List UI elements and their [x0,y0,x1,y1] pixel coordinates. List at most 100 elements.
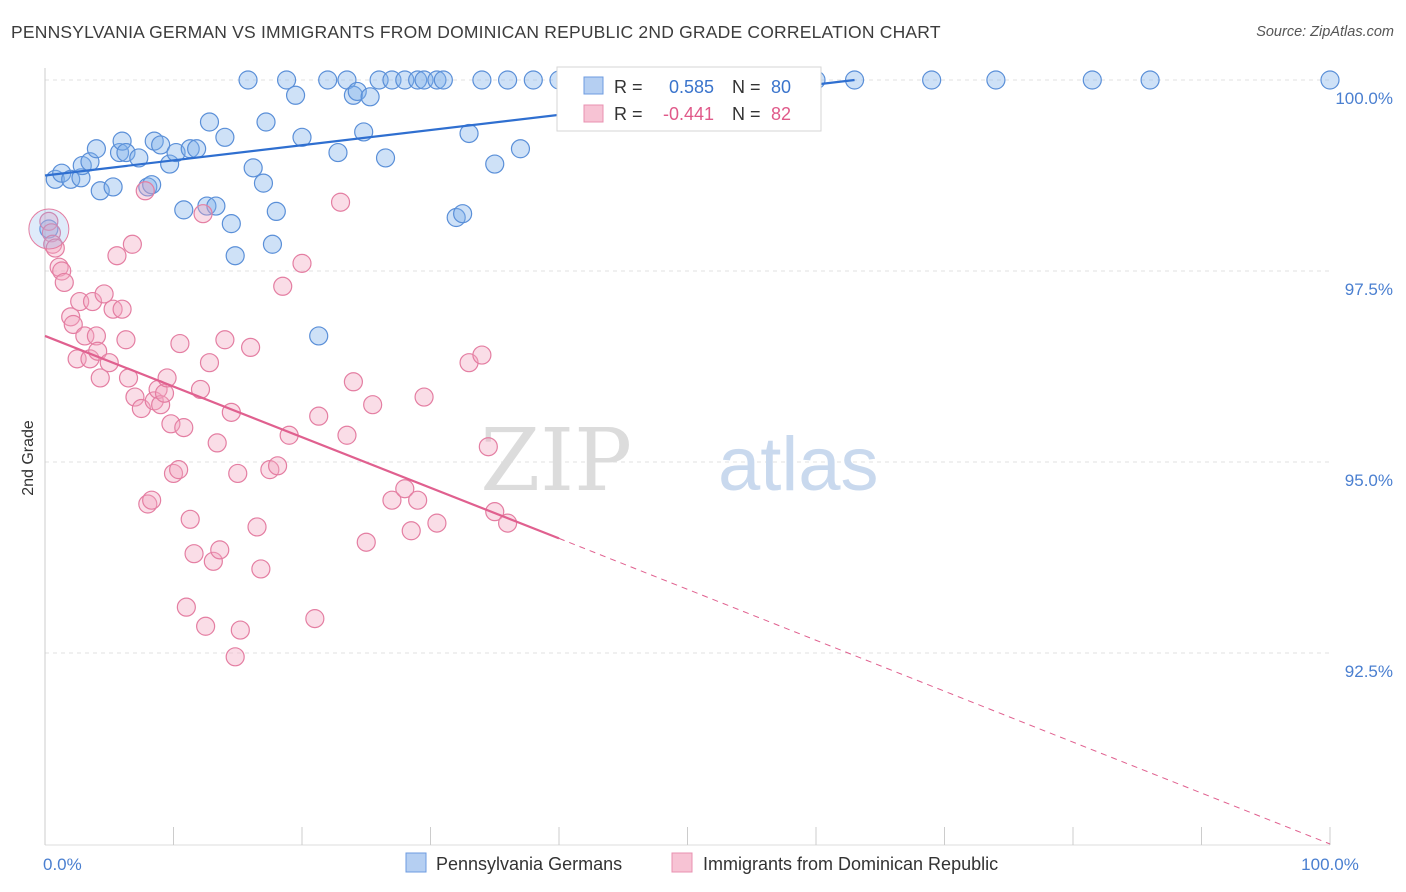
data-point [52,261,72,281]
legend-swatch-blue[interactable] [405,852,427,873]
data-point [472,345,492,365]
data-point [453,204,473,224]
data-point [151,135,171,155]
data-point [94,284,114,304]
data-point [174,418,194,438]
data-point [210,540,230,560]
y-tick-label: 95.0% [1345,471,1393,490]
data-point [292,253,312,273]
data-point [112,299,132,319]
data-point [241,337,261,357]
data-point [523,70,543,90]
data-point [230,620,250,640]
data-point [408,490,428,510]
data-point [176,597,196,617]
data-point [187,139,207,159]
data-point [142,490,162,510]
data-point [109,142,130,163]
watermark: ZIP atlas [480,411,878,511]
data-point [330,192,351,212]
data-point [86,139,107,159]
trend-line-pink [44,334,560,540]
stats-n-label-blue: N = [732,77,761,97]
data-point [203,551,223,571]
data-point [243,158,263,178]
legend-label-pink[interactable]: Immigrants from Dominican Republic [703,854,998,874]
data-point [337,425,357,445]
data-point [1082,70,1102,90]
data-point [170,333,190,354]
data-point [215,330,235,350]
data-point [309,326,329,346]
data-point [71,168,91,188]
data-point [401,521,421,541]
data-point [247,517,267,537]
data-point [276,70,297,90]
stats-r-label-blue: R = [614,77,643,97]
legend-swatch-pink[interactable] [671,852,693,873]
data-point [498,70,518,90]
axes [44,68,1331,846]
data-point [166,142,186,163]
data-point [184,544,204,564]
data-point [253,173,274,193]
data-point [273,276,293,296]
data-point [498,513,518,533]
y-tick-label: 92.5% [1345,662,1393,681]
data-point [328,142,348,163]
cluster-point [28,208,70,250]
data-point [199,353,220,373]
data-point [318,70,338,90]
data-point [129,148,149,168]
watermark-atlas: atlas [718,422,879,507]
data-point [433,70,453,90]
stats-n-value-blue: 80 [771,77,791,97]
data-point [292,127,312,147]
data-point [116,330,136,350]
data-point [116,142,136,163]
data-point [427,70,447,90]
data-point [151,395,171,415]
stats-r-label-pink: R = [614,104,643,124]
stats-swatch-blue [583,76,604,95]
watermark-zip: ZIP [480,411,632,511]
data-point [285,85,306,105]
data-point [408,70,428,90]
data-point [215,127,235,147]
data-point [169,460,189,480]
data-point [174,200,194,220]
data-point [86,326,107,346]
data-point [262,234,283,254]
series-legend: Pennsylvania Germans Immigrants from Dom… [405,852,998,874]
data-point [54,272,74,293]
data-point [309,406,329,426]
data-point [161,414,181,434]
stats-swatch-pink [583,104,604,123]
data-point [395,479,415,499]
stats-r-value-blue: 0.585 [669,77,714,97]
data-point [347,81,367,102]
legend-label-blue[interactable]: Pennsylvania Germans [436,854,622,874]
data-point [135,181,155,201]
data-point [343,372,363,392]
chart-source: Source: ZipAtlas.com [1256,24,1394,40]
y-axis-title: 2nd Grade [20,420,37,496]
data-point [225,647,245,667]
data-point [256,112,276,132]
data-point [61,169,81,189]
series-pennsylvania-germans [39,70,1340,346]
data-point [360,87,380,107]
stats-n-value-pink: 82 [771,104,791,124]
data-point [196,616,216,636]
data-point [267,456,288,476]
data-point [61,307,81,327]
data-point [922,70,942,90]
data-point [1140,70,1160,90]
data-point [221,214,241,234]
data-point [99,353,119,373]
data-point [343,85,363,105]
data-points [28,70,1340,667]
chart-title: PENNSYLVANIA GERMAN VS IMMIGRANTS FROM D… [11,22,941,42]
x-tick-label: 100.0% [1301,855,1359,874]
